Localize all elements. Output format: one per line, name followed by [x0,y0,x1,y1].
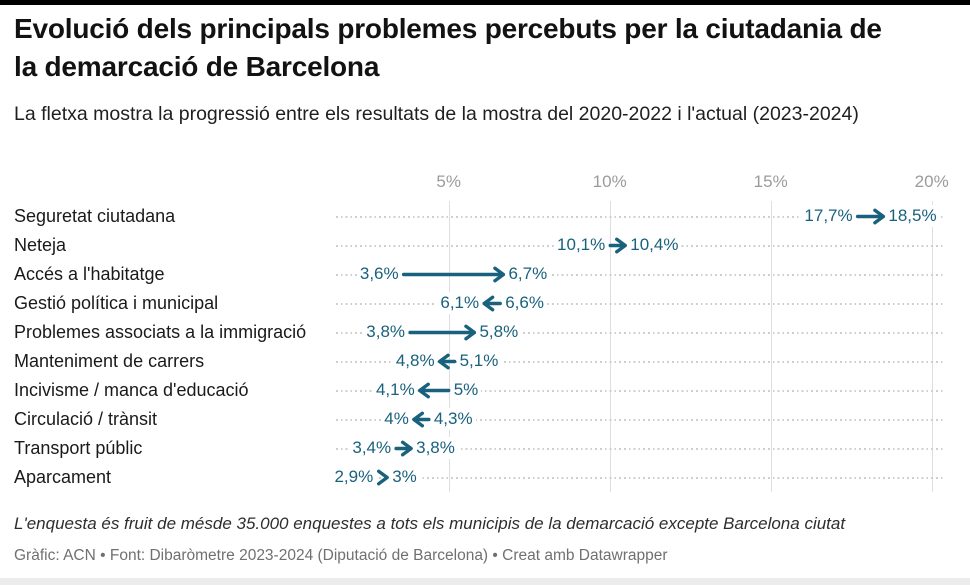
leader-line [336,215,944,218]
bottom-border [0,578,970,585]
row-label: Incivisme / manca d'educació [14,380,249,400]
leader-line [336,389,944,392]
leader-line [336,273,944,276]
trend-arrow [437,353,457,370]
trend-arrow [376,469,389,486]
row-label: Circulació / trànsit [14,409,158,429]
value-end-label: 3,8% [413,437,458,459]
leader-line [336,447,944,450]
value-start-label: 5,1% [456,350,502,372]
value-end-label: 4,1% [372,379,418,401]
axis-tick-label: 15% [753,172,788,191]
leader-line [336,331,944,334]
chart-row: Problemes associats a la immigració 3,8% 5… [0,318,970,347]
value-start-label: 5% [450,379,482,401]
axis-gridline [448,201,450,492]
axis-tick-label: 20% [914,172,949,191]
trend-arrow [394,440,413,457]
value-end-label: 6,1% [437,292,483,314]
top-border [0,0,970,5]
trend-arrow [608,237,627,254]
axis-gridline [931,201,933,492]
chart-row: Incivisme / manca d'educació 4,1% 5% [0,376,970,405]
chart-row: Manteniment de carrers 4,8% 5,1% [0,347,970,376]
row-label: Manteniment de carrers [14,351,205,371]
chart-row: Circulació / trànsit 4% 4,3% [0,405,970,434]
chart-row: Aparcament 2,9% 3% [0,463,970,492]
value-start-label: 17,7% [801,205,856,227]
value-start-label: 3,4% [349,437,395,459]
trend-arrow [855,208,886,225]
value-end-label: 3% [389,466,420,488]
value-start-label: 3,8% [363,321,409,343]
axis-gridline [609,201,611,492]
value-end-label: 18,5% [885,205,940,227]
leader-line [336,302,944,305]
row-label: Problemes associats a la immigració [14,322,307,342]
chart-byline: Gràfic: ACN • Font: Dibaròmetre 2023-202… [14,547,668,564]
value-end-label: 4% [381,408,412,430]
value-start-label: 2,9% [331,466,377,488]
trend-arrow [412,411,431,428]
leader-line [336,360,944,363]
chart-row: Seguretat ciutadana 17,7% 18,5% [0,202,970,231]
value-start-label: 6,6% [502,292,547,314]
value-end-label: 4,8% [392,350,438,372]
trend-arrow [408,324,477,341]
value-start-label: 4,3% [430,408,476,430]
row-label: Neteja [14,235,67,255]
leader-line [336,476,944,479]
leader-line [336,418,944,421]
chart-subtitle: La fletxa mostra la progressió entre els… [14,103,859,125]
chart-note: L'enquesta és fruit de mésde 35.000 enqu… [14,514,846,533]
chart-row: Neteja 10,1% 10,4% [0,231,970,260]
chart-title: Evolució dels principals problemes perce… [14,13,882,82]
axis-gridline [770,201,772,492]
row-label: Accés a l'habitatge [14,264,165,284]
trend-arrow [401,266,506,283]
value-end-label: 5,8% [476,321,522,343]
row-label: Transport públic [14,438,143,458]
row-label: Aparcament [14,467,112,487]
chart-row: Accés a l'habitatge 3,6% 6,7% [0,260,970,289]
axis-tick-label: 5% [436,172,461,191]
trend-arrow [482,295,502,312]
value-start-label: 10,1% [554,234,609,256]
chart-row: Transport públic 3,4% 3,8% [0,434,970,463]
row-label: Gestió política i municipal [14,293,219,313]
trend-arrow [418,382,451,399]
axis-tick-label: 10% [592,172,627,191]
value-start-label: 3,6% [356,263,402,285]
arrow-chart: 5% 10% 15% 20% Seguretat ciutadana 17,7% 18,5%… [0,170,970,495]
chart-row: Gestió política i municipal 6,1% 6,6% [0,289,970,318]
value-end-label: 6,7% [505,263,551,285]
value-end-label: 10,4% [627,234,682,256]
row-label: Seguretat ciutadana [14,206,176,226]
